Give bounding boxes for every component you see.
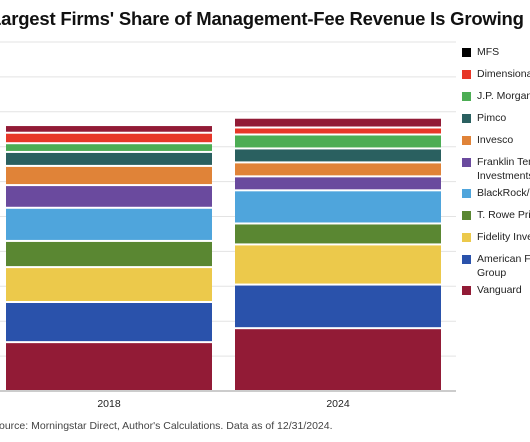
legend-item-fidelity-investments: Fidelity Investments bbox=[462, 230, 530, 244]
legend-item-blackrock-ishares: BlackRock/iShares bbox=[462, 186, 530, 200]
bar-segment-2024-american-funds-group bbox=[235, 285, 441, 328]
legend-label: T. Rowe Price bbox=[477, 209, 530, 221]
bar-segment-2024-segment-11 bbox=[235, 118, 441, 127]
bar-segment-2024-vanguard bbox=[235, 329, 441, 390]
legend-swatch bbox=[462, 255, 471, 264]
bar-segment-2018-t-rowe-price bbox=[6, 241, 212, 267]
legend-swatch bbox=[462, 158, 471, 167]
legend-swatch bbox=[462, 211, 471, 220]
bar-segment-2024-dimensional bbox=[235, 128, 441, 134]
bar-segment-2018-dimensional bbox=[6, 133, 212, 143]
bar-segment-2018-blackrock-ishares bbox=[6, 208, 212, 240]
legend-label: Franklin Templeton Investments bbox=[477, 156, 530, 182]
legend-swatch bbox=[462, 136, 471, 145]
bar-segment-2024-pimco bbox=[235, 149, 441, 162]
legend-label: Fidelity Investments bbox=[477, 231, 530, 243]
legend-item-pimco: Pimco bbox=[462, 111, 530, 125]
legend-swatch bbox=[462, 189, 471, 198]
legend-label: Invesco bbox=[477, 134, 514, 146]
legend-swatch bbox=[462, 233, 471, 242]
legend-swatch bbox=[462, 48, 471, 57]
bar-segment-2024-t-rowe-price bbox=[235, 224, 441, 244]
source-note: Source: Morningstar Direct, Author's Cal… bbox=[0, 420, 333, 432]
bar-segment-2024-blackrock-ishares bbox=[235, 191, 441, 223]
legend-swatch bbox=[462, 92, 471, 101]
legend-swatch bbox=[462, 70, 471, 79]
legend-item-invesco: Invesco bbox=[462, 133, 530, 147]
legend-swatch bbox=[462, 286, 471, 295]
x-tick-label: 2018 bbox=[97, 398, 121, 410]
bar-segment-2018-pimco bbox=[6, 152, 212, 165]
bar-segment-2024-invesco bbox=[235, 163, 441, 176]
legend-item-american-funds-group: American Funds Group bbox=[462, 252, 530, 280]
legend-item-t-rowe-price: T. Rowe Price bbox=[462, 208, 530, 222]
legend-item-vanguard: Vanguard bbox=[462, 283, 530, 297]
legend-label: J.P. Morgan bbox=[477, 90, 530, 102]
bar-segment-2018-fidelity-investments bbox=[6, 268, 212, 302]
chart-title: Largest Firms' Share of Management-Fee R… bbox=[0, 8, 524, 29]
legend-item-dimensional: Dimensional bbox=[462, 67, 530, 81]
legend-item-mfs: MFS bbox=[462, 45, 530, 59]
legend-item-franklin-templeton-investments: Franklin Templeton Investments bbox=[462, 155, 530, 183]
legend-label: MFS bbox=[477, 46, 500, 58]
bar-segment-2024-fidelity-investments bbox=[235, 245, 441, 284]
legend-label: BlackRock/iShares bbox=[477, 187, 530, 199]
legend-label: American Funds Group bbox=[477, 253, 530, 279]
legend-item-j-p-morgan: J.P. Morgan bbox=[462, 89, 530, 103]
bar-segment-2018-segment-11 bbox=[6, 126, 212, 132]
bar-segment-2018-american-funds-group bbox=[6, 303, 212, 342]
legend-label: Pimco bbox=[477, 112, 507, 124]
x-tick-label: 2024 bbox=[326, 398, 350, 410]
bar-segment-2018-franklin-templeton-investments bbox=[6, 186, 212, 207]
bar-segment-2018-invesco bbox=[6, 166, 212, 185]
bar-segment-2018-j-p-morgan bbox=[6, 144, 212, 151]
legend-swatch bbox=[462, 114, 471, 123]
legend-label: Vanguard bbox=[477, 284, 522, 296]
legend-label: Dimensional bbox=[477, 68, 530, 80]
bar-segment-2024-franklin-templeton-investments bbox=[235, 177, 441, 190]
bar-segment-2024-j-p-morgan bbox=[235, 135, 441, 148]
bar-segment-2018-vanguard bbox=[6, 343, 212, 390]
